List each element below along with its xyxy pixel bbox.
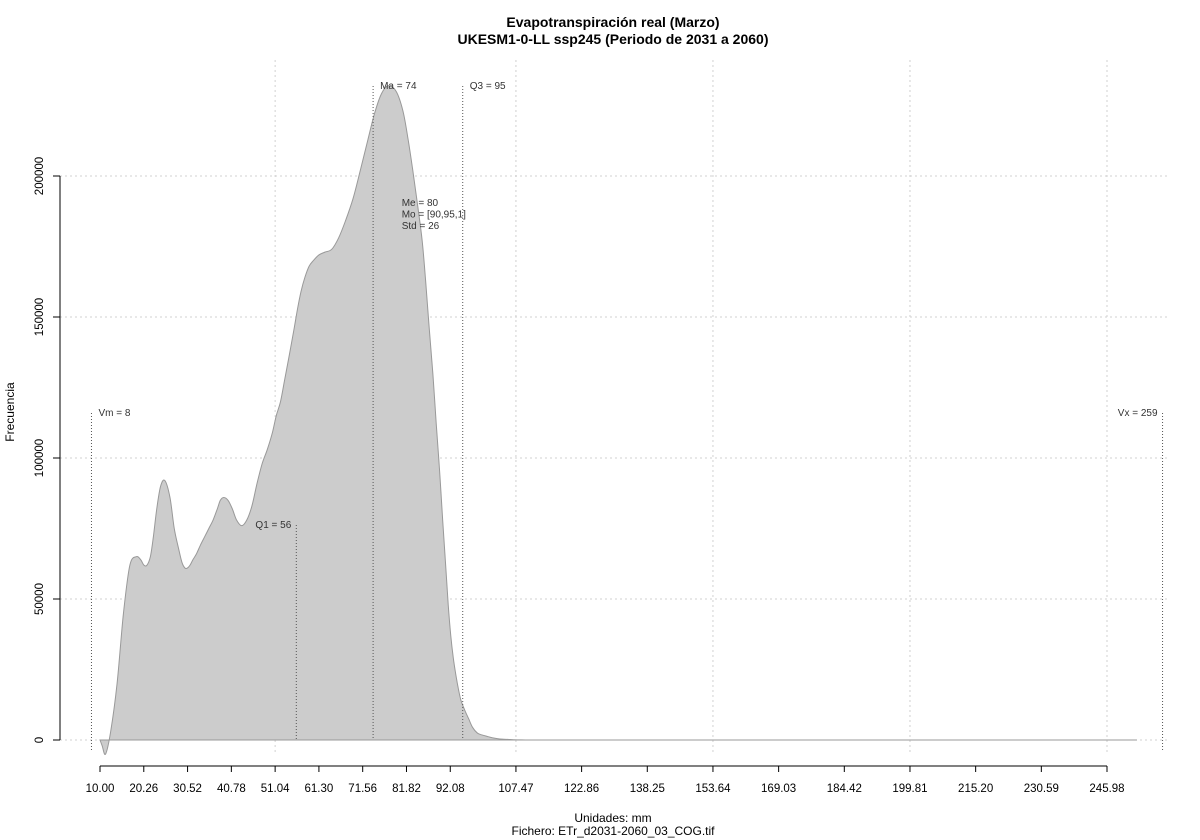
file-caption: Fichero: ETr_d2031-2060_03_COG.tif [512, 824, 716, 838]
label-vm: Vm = 8 [98, 408, 130, 419]
stats-line: Mo = [90,95,1] [402, 210, 466, 221]
y-tick-label: 150000 [34, 298, 46, 336]
y-tick-label: 200000 [34, 157, 46, 195]
x-tick-label: 30.52 [173, 783, 202, 795]
y-tick-label: 100000 [34, 439, 46, 477]
chart-subtitle: UKESM1-0-LL ssp245 (Periodo de 2031 a 20… [458, 31, 769, 47]
x-tick-label: 71.56 [348, 783, 377, 795]
x-tick-label: 40.78 [217, 783, 246, 795]
label-ma: Ma = 74 [380, 81, 417, 92]
x-tick-label: 92.08 [436, 783, 465, 795]
axes: 10.00 20.26 30.52 40.78 51.04 61.30 71.56 81.82… [34, 157, 1125, 795]
stats-line: Std = 26 [402, 221, 440, 232]
density-area [99, 85, 1137, 756]
y-tick-label: 50000 [34, 583, 46, 615]
stats-line: Me = 80 [402, 198, 439, 209]
x-tick-label: 153.64 [695, 783, 731, 795]
x-tick-label: 20.26 [129, 783, 158, 795]
x-tick-label: 81.82 [392, 783, 421, 795]
x-tick-label: 122.86 [564, 783, 599, 795]
label-q3: Q3 = 95 [470, 81, 506, 92]
x-tick-label: 199.81 [892, 783, 927, 795]
x-tick-label: 138.25 [630, 783, 665, 795]
x-tick-label: 61.30 [305, 783, 334, 795]
x-tick-label: 107.47 [498, 783, 533, 795]
x-tick-label: 10.00 [86, 783, 115, 795]
chart-title: Evapotranspiración real (Marzo) [506, 14, 719, 30]
stat-lines: Vm = 8 Q1 = 56 Ma = 74 Q3 = 95 Vx = 259 Me = … [90, 81, 1164, 752]
y-axis-label: Frecuencia [3, 382, 17, 442]
x-tick-label: 245.98 [1089, 783, 1124, 795]
x-tick-label: 230.59 [1024, 783, 1059, 795]
x-tick-label: 51.04 [261, 783, 290, 795]
label-q1: Q1 = 56 [255, 520, 291, 531]
x-tick-label: 184.42 [827, 783, 862, 795]
x-tick-label: 169.03 [761, 783, 796, 795]
label-vx: Vx = 259 [1118, 408, 1158, 419]
density-area-path [99, 85, 1137, 756]
x-axis-label: Unidades: mm [574, 811, 651, 825]
y-tick-label: 0 [34, 737, 46, 743]
x-tick-label: 215.20 [958, 783, 993, 795]
